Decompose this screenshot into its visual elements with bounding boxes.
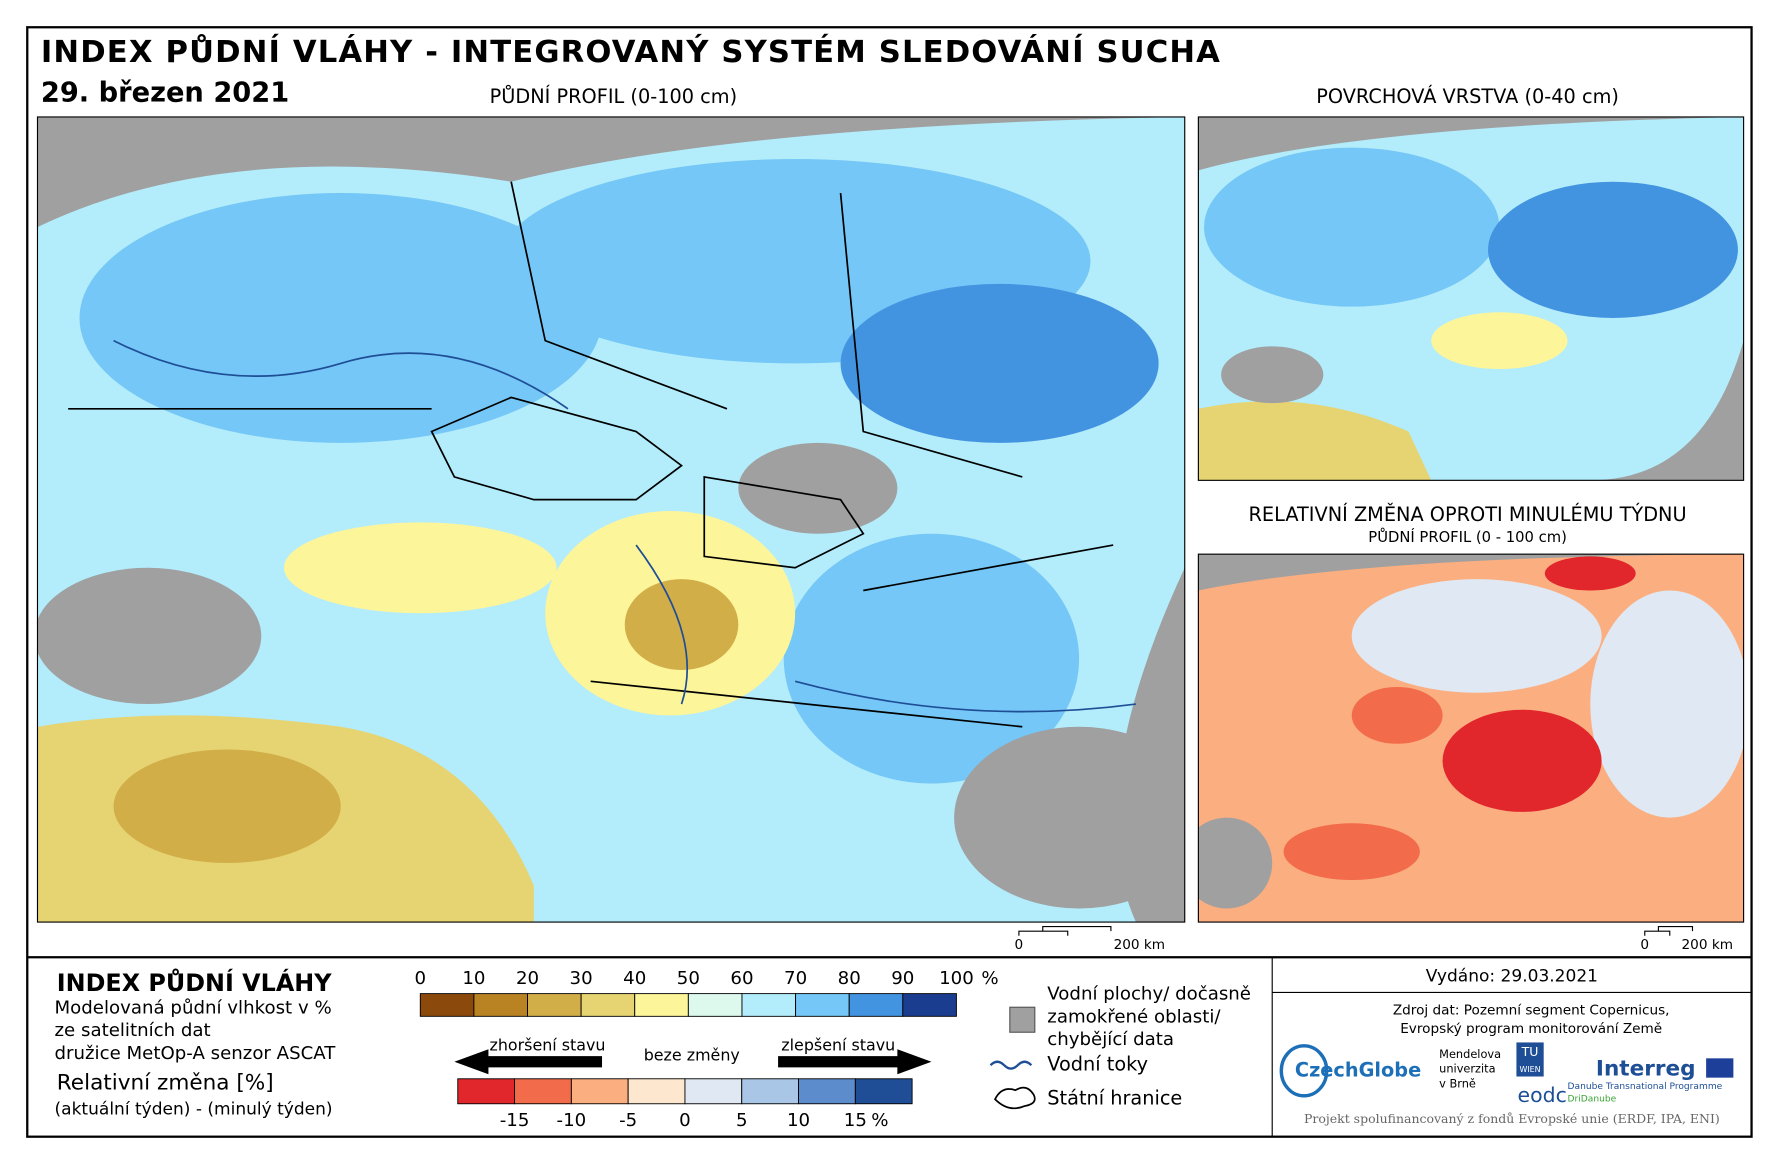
moisture-swatch [634, 993, 689, 1017]
main-map [37, 116, 1185, 923]
surface-map [1198, 116, 1744, 481]
legend-title: INDEX PŮDNÍ VLÁHY [57, 969, 332, 997]
moisture-swatch [419, 993, 475, 1017]
logo-text: WIEN [1519, 1065, 1540, 1074]
scale-bar [1644, 926, 1694, 936]
moisture-swatch [527, 993, 582, 1017]
water-line: chybějící data [1047, 1029, 1174, 1050]
logo-text: v Brně [1439, 1076, 1476, 1090]
border-symbol [994, 1086, 1036, 1110]
change-tick: -15 [500, 1110, 530, 1131]
change-swatch [741, 1078, 799, 1105]
rivers-label: Vodní toky [1047, 1053, 1148, 1076]
description-line: družice MetOp-A senzor ASCAT [55, 1043, 337, 1064]
change-swatch [684, 1078, 743, 1105]
river-symbol [989, 1060, 1033, 1070]
logo-text: Interreg [1596, 1057, 1696, 1082]
panel-title: POVRCHOVÁ VRSTVA (0-40 cm) [1316, 85, 1619, 108]
change-swatch [457, 1078, 516, 1105]
moisture-swatch [902, 993, 957, 1017]
change-swatch [514, 1078, 572, 1105]
scale-bar [1018, 926, 1112, 936]
title: INDEX PŮDNÍ VLÁHY - INTEGROVANÝ SYSTÉM S… [41, 33, 1221, 70]
change-tick: 15 [844, 1110, 867, 1131]
moisture-tick: 90 [891, 968, 914, 989]
change-swatch [627, 1078, 686, 1105]
moisture-tick: 40 [623, 968, 646, 989]
moisture-scale: 0 10 20 30 40 50 60 70 80 90 100% [414, 968, 999, 1017]
map-border [36, 116, 1186, 923]
change-description: (aktuální týden) - (minulý týden) [55, 1099, 333, 1119]
panel-title: PŮDNÍ PROFIL (0-100 cm) [490, 84, 738, 108]
panel-title: RELATIVNÍ ZMĚNA OPROTI MINULÉMU TÝDNU [1249, 503, 1687, 526]
change-tick: -5 [619, 1110, 637, 1131]
map-border [1197, 553, 1745, 923]
moisture-tick: 100 [939, 968, 974, 989]
arrow-right [778, 1049, 932, 1075]
change-swatch [854, 1078, 913, 1105]
change-tick: 0 [679, 1110, 691, 1131]
source: Evropský program monitorování Země [1400, 1021, 1662, 1037]
moisture-unit: % [981, 968, 998, 989]
moisture-tick: 10 [462, 968, 485, 989]
moisture-swatch [687, 993, 743, 1017]
description-line: ze satelitních dat [55, 1020, 211, 1041]
scale-label: 0 [1640, 937, 1649, 953]
description-line: Modelovaná půdní vlhkost v % [55, 997, 332, 1018]
change-tick: 5 [736, 1110, 748, 1131]
water-line: zamokřené oblasti/ [1047, 1006, 1221, 1027]
same-label: beze změny [644, 1046, 740, 1065]
scale-label: 200 km [1114, 937, 1165, 953]
panel-subtitle: PŮDNÍ PROFIL (0 - 100 cm) [1368, 528, 1567, 546]
moisture-swatch [473, 993, 528, 1017]
change-swatch [570, 1078, 629, 1105]
moisture-tick: 70 [784, 968, 807, 989]
logo-text: eodc [1518, 1083, 1567, 1107]
funding: Projekt spolufinancovaný z fondů Evropsk… [1304, 1111, 1720, 1126]
change-title: Relativní změna [%] [57, 1070, 274, 1095]
change-unit: % [871, 1110, 888, 1131]
scale-label: 200 km [1682, 937, 1733, 953]
moisture-tick: 30 [570, 968, 593, 989]
moisture-swatch [741, 993, 797, 1017]
eu-flag [1706, 1058, 1734, 1078]
change-scale: -15 -10 -5 0 5 10 15% [457, 1078, 913, 1131]
change-tick: -10 [557, 1110, 587, 1131]
logo-text: Danube Transnational Programme [1568, 1082, 1723, 1092]
moisture-tick: 0 [414, 968, 426, 989]
change-map [1198, 554, 1744, 923]
logo [1516, 1042, 1544, 1077]
source: Zdroj dat: Pozemní segment Copernicus, [1393, 1003, 1670, 1019]
moisture-tick: 80 [838, 968, 861, 989]
water-symbol [1009, 1006, 1036, 1033]
legend-description: Modelovaná půdní vlhkost v %ze satelitní… [55, 997, 337, 1063]
worse-label: zhoršení stavu [490, 1035, 606, 1054]
logo-text: DriDanube [1568, 1095, 1617, 1105]
logo-text: TU [1521, 1044, 1539, 1059]
moisture-swatch [848, 993, 904, 1017]
map-border [1197, 116, 1745, 481]
scale-label: 0 [1015, 937, 1024, 953]
moisture-tick: 50 [677, 968, 700, 989]
date: 29. březen 2021 [41, 78, 289, 109]
moisture-swatch [580, 993, 636, 1017]
logo-text: Mendelova [1439, 1047, 1501, 1061]
logo [1279, 1044, 1329, 1098]
moisture-tick: 60 [730, 968, 753, 989]
issued: Vydáno: 29.03.2021 [1426, 967, 1598, 987]
borders-label: Státní hranice [1047, 1087, 1182, 1110]
moisture-swatch [795, 993, 850, 1017]
arrow-left [454, 1049, 603, 1075]
change-tick: 10 [787, 1110, 810, 1131]
water-line: Vodní plochy/ dočasně [1047, 984, 1251, 1005]
logo-text: univerzita [1439, 1062, 1495, 1076]
logo-text: CzechGlobe [1295, 1058, 1421, 1081]
moisture-tick: 20 [516, 968, 539, 989]
better-label: zlepšení stavu [781, 1035, 895, 1054]
change-swatch [798, 1078, 856, 1105]
